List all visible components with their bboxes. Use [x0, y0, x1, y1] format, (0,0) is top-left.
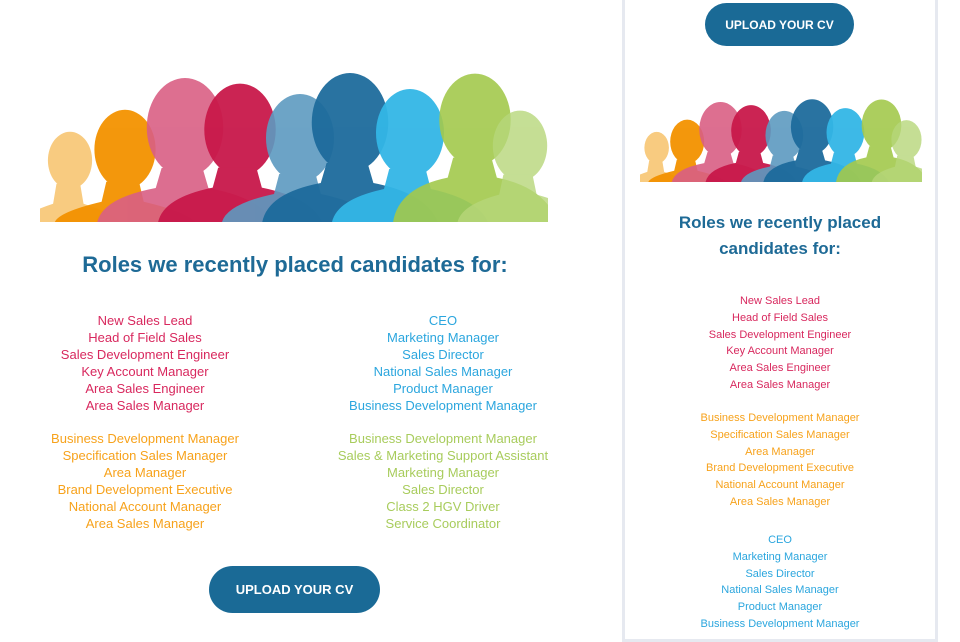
roles-list-pink-mobile: New Sales Lead Head of Field Sales Sales D… [625, 293, 935, 394]
role-item: Marketing Manager [732, 550, 828, 563]
role-item: Brand Development Executive [706, 462, 854, 475]
roles-list-orange: Business Development Manager Specificatio… [0, 430, 290, 532]
role-item: CEO [768, 534, 792, 546]
role-item: Key Account Manager [726, 345, 834, 358]
roles-list-blue-mobile: CEO Marketing Manager Sales Director Nation… [625, 532, 935, 633]
role-item: National Account Manager [68, 499, 222, 514]
upload-cv-button-mobile[interactable]: UPLOAD YOUR CV [705, 3, 854, 46]
role-item: Area Sales Manager [85, 398, 205, 413]
role-item: Sales Director [745, 567, 815, 580]
role-item: Brand Development Executive [57, 482, 233, 497]
role-item: New Sales Lead [739, 295, 821, 307]
role-item: Specification Sales Manager [62, 448, 228, 463]
people-silhouettes-banner [40, 42, 548, 222]
role-item: Specification Sales Manager [710, 428, 850, 441]
role-item: Service Coordinator [385, 516, 501, 531]
role-item: National Sales Manager [373, 364, 513, 379]
mobile-email-view: UPLOAD YOUR CV Roles we recently placed … [622, 0, 938, 642]
roles-list-pink: New Sales Lead Head of Field Sales Sales D… [0, 312, 290, 414]
roles-list-blue: CEO Marketing Manager Sales Director Nation… [298, 312, 588, 414]
role-item: Area Manager [103, 465, 187, 480]
role-item: Area Sales Manager [85, 516, 205, 531]
role-item: Area Sales Engineer [729, 362, 831, 375]
role-item: Business Development Manager [349, 398, 537, 413]
role-item: Area Manager [745, 445, 815, 458]
roles-list-orange-mobile: Business Development Manager Specificatio… [625, 410, 935, 511]
role-item: Business Development Manager [349, 431, 537, 446]
upload-cv-button[interactable]: UPLOAD YOUR CV [209, 566, 380, 613]
role-item: Product Manager [737, 601, 823, 614]
role-item: Sales Development Engineer [708, 328, 852, 341]
role-item: New Sales Lead [97, 313, 193, 328]
role-item: Sales Development Engineer [60, 347, 230, 362]
desktop-email-view: Roles we recently placed candidates for:… [0, 42, 588, 613]
person-silhouette [871, 120, 922, 182]
role-item: Key Account Manager [81, 364, 209, 379]
roles-title-mobile: Roles we recently placed candidates for: [678, 213, 882, 258]
role-item: Sales & Marketing Support Assistant [337, 448, 549, 463]
role-item: Area Sales Engineer [85, 381, 205, 396]
role-item: Product Manager [393, 381, 493, 396]
role-item: Area Sales Manager [729, 495, 831, 508]
roles-title: Roles we recently placed candidates for: [82, 252, 508, 277]
role-item: Sales Director [402, 347, 484, 362]
role-item: Head of Field Sales [732, 311, 828, 324]
role-item: Business Development Manager [51, 431, 239, 446]
roles-list-green: Business Development Manager Sales & Mark… [298, 430, 588, 532]
role-item: Marketing Manager [387, 465, 499, 480]
role-item: Area Sales Manager [729, 378, 831, 391]
role-item: National Account Manager [715, 479, 845, 492]
role-item: Business Development Manager [700, 412, 860, 424]
role-item: Class 2 HGV Driver [386, 499, 500, 514]
person-silhouette [457, 110, 548, 222]
role-item: Sales Director [402, 482, 484, 497]
role-item: Business Development Manager [700, 617, 860, 630]
role-item: Marketing Manager [387, 330, 499, 345]
people-silhouettes-banner-mobile [640, 82, 922, 182]
divider [590, 0, 620, 642]
role-item: National Sales Manager [721, 584, 839, 597]
role-item: Head of Field Sales [88, 330, 202, 345]
role-item: CEO [428, 313, 458, 328]
